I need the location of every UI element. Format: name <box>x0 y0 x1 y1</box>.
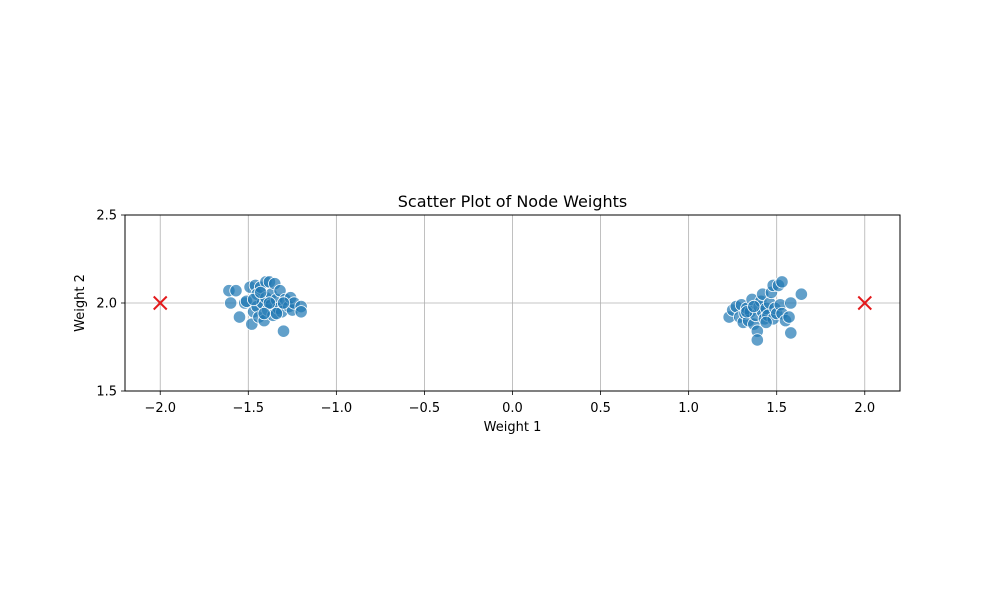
data-point <box>262 296 277 310</box>
x-marker <box>857 295 872 311</box>
x-tick-label: 0.0 <box>502 401 523 416</box>
axis-ticks: −2.0 −1.5 −1.0 −0.5 0.0 0.5 1.0 1.5 2.0 1.5 2.0 2.5 <box>96 209 875 417</box>
data-point <box>794 287 808 301</box>
x-tick-label: 1.5 <box>766 401 787 416</box>
x-tick-label: 0.5 <box>590 401 611 416</box>
data-point <box>224 296 238 310</box>
data-point <box>294 305 308 319</box>
x-tick-label: 1.0 <box>678 401 699 416</box>
data-point <box>759 315 773 329</box>
x-tick-label: −1.5 <box>233 401 265 416</box>
data-points <box>153 275 872 347</box>
data-point <box>269 306 284 321</box>
y-tick-label: 2.0 <box>96 297 117 312</box>
data-point <box>775 275 789 289</box>
data-point <box>254 285 268 300</box>
y-tick-label: 2.5 <box>96 209 117 224</box>
data-point <box>784 326 798 340</box>
data-point <box>782 310 796 324</box>
x-tick-label: −1.0 <box>321 401 353 416</box>
chart-title: Scatter Plot of Node Weights <box>398 192 627 211</box>
data-point <box>232 310 247 324</box>
data-point <box>276 324 291 338</box>
x-tick-label: −2.0 <box>144 401 176 416</box>
x-tick-label: −0.5 <box>409 401 441 416</box>
y-tick-label: 1.5 <box>96 385 117 400</box>
data-point <box>229 284 243 298</box>
x-marker <box>153 295 168 311</box>
x-marker-stroke <box>857 295 872 311</box>
data-point <box>750 333 764 347</box>
data-point <box>257 306 271 321</box>
data-point <box>784 296 798 310</box>
x-tick-label: 2.0 <box>854 401 875 416</box>
data-point <box>276 296 291 310</box>
x-marker-stroke <box>153 295 168 311</box>
y-axis-label: Weight 2 <box>73 274 88 332</box>
data-point <box>747 299 761 314</box>
x-axis-label: Weight 1 <box>484 420 542 435</box>
